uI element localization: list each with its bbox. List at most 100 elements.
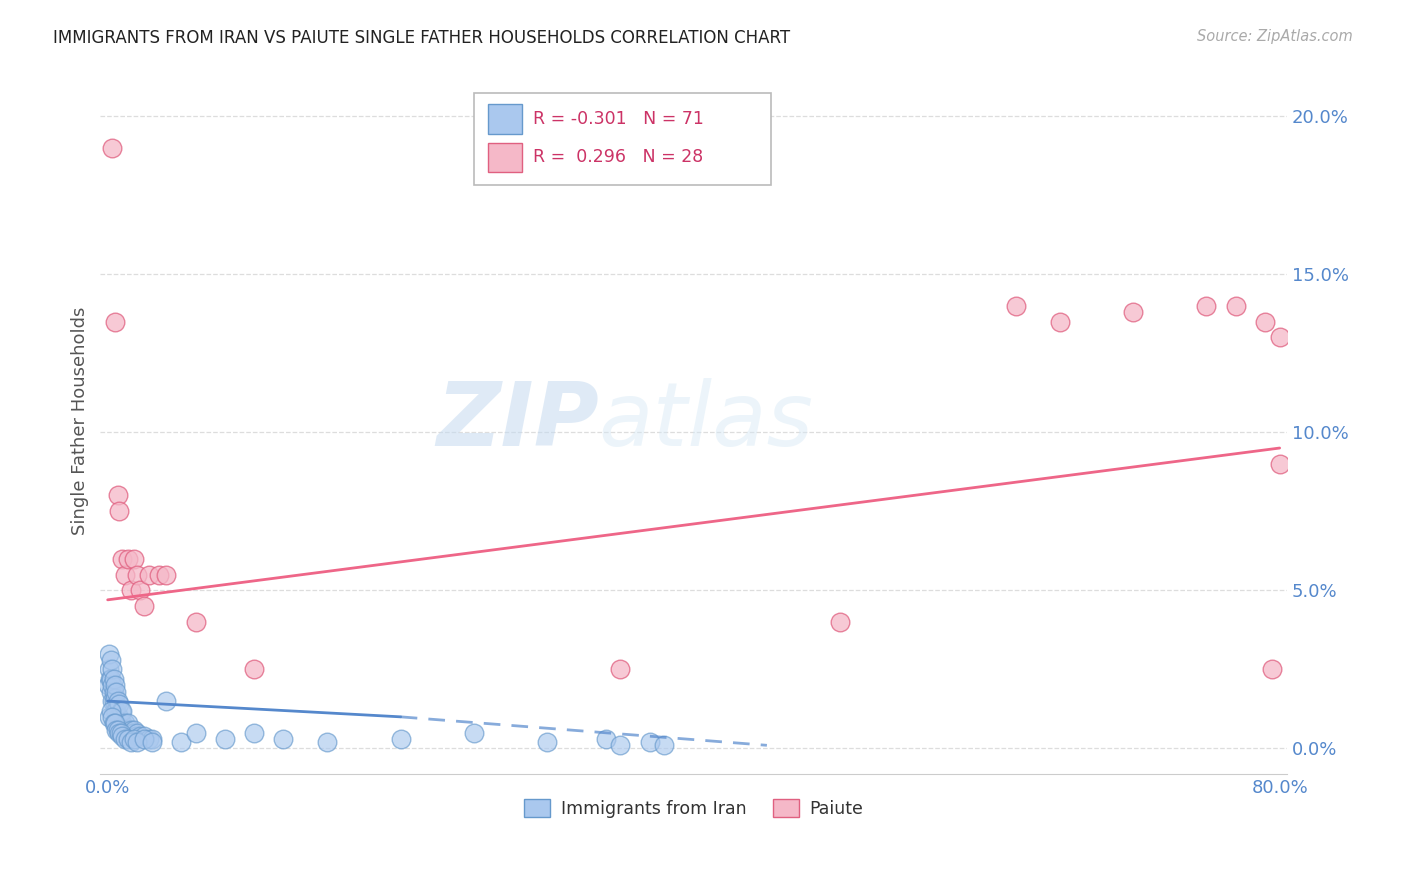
Point [103,684,125,698]
Point [141,735,163,749]
Point [125,735,148,749]
Point [107,694,129,708]
Point [117,716,139,731]
Point [536,735,558,749]
Point [1195,299,1218,313]
Point [117,551,139,566]
Point [111,716,134,731]
Point [273,731,295,746]
Point [101,140,124,154]
Point [107,710,129,724]
Point [214,731,236,746]
Point [830,615,852,629]
Text: R =  0.296   N = 28: R = 0.296 N = 28 [533,148,704,167]
Point [134,731,156,746]
Point [1122,305,1144,319]
Point [138,567,160,582]
Point [120,735,142,749]
Point [1268,330,1291,344]
Point [108,697,131,711]
Point [184,725,207,739]
Point [101,662,124,676]
Point [125,567,148,582]
Point [104,314,127,328]
Point [122,731,145,746]
Point [654,739,676,753]
Point [243,725,266,739]
Point [155,567,177,582]
Point [243,662,266,676]
Point [184,615,207,629]
Point [104,690,127,705]
Point [117,731,139,746]
Point [129,583,152,598]
Point [118,725,141,739]
Point [129,729,152,743]
Point [105,723,128,737]
Point [316,735,339,749]
Point [111,729,134,743]
Point [1268,457,1291,471]
Point [98,710,121,724]
Point [108,710,131,724]
Point [107,723,129,737]
Point [141,731,163,746]
Point [638,735,661,749]
Text: IMMIGRANTS FROM IRAN VS PAIUTE SINGLE FATHER HOUSEHOLDS CORRELATION CHART: IMMIGRANTS FROM IRAN VS PAIUTE SINGLE FA… [53,29,790,46]
Point [100,684,122,698]
Point [103,716,125,731]
Text: Source: ZipAtlas.com: Source: ZipAtlas.com [1197,29,1353,44]
Legend: Immigrants from Iran, Paiute: Immigrants from Iran, Paiute [517,792,870,825]
Point [1049,314,1071,328]
Point [101,710,124,724]
Point [112,723,135,737]
Point [155,694,177,708]
Point [115,723,138,737]
Point [104,704,127,718]
Point [134,729,156,743]
Point [609,662,631,676]
Point [389,731,412,746]
FancyBboxPatch shape [474,93,770,185]
Point [122,551,145,566]
Point [110,725,132,739]
Point [111,704,134,718]
Point [170,735,193,749]
Point [108,725,131,739]
Point [98,662,121,676]
Point [1005,299,1028,313]
Point [148,567,170,582]
Point [103,672,125,686]
Point [105,704,128,718]
Point [97,678,120,692]
Point [595,731,617,746]
Point [104,678,127,692]
Point [138,731,160,746]
Y-axis label: Single Father Households: Single Father Households [72,307,89,535]
Point [134,599,156,614]
FancyBboxPatch shape [488,143,522,172]
Point [121,725,143,739]
Point [125,725,148,739]
Point [107,488,129,502]
Point [100,704,122,718]
Point [122,723,145,737]
Point [463,725,485,739]
Point [103,694,125,708]
Point [609,739,631,753]
Point [105,684,128,698]
Point [114,716,136,731]
Point [124,729,146,743]
Text: ZIP: ZIP [436,377,599,465]
Point [101,678,124,692]
Point [110,716,132,731]
Point [100,672,122,686]
Point [100,653,122,667]
Point [98,647,121,661]
Point [114,567,136,582]
Point [1261,662,1284,676]
Point [104,716,127,731]
Point [111,551,134,566]
Point [120,723,142,737]
Text: R = -0.301   N = 71: R = -0.301 N = 71 [533,111,704,128]
